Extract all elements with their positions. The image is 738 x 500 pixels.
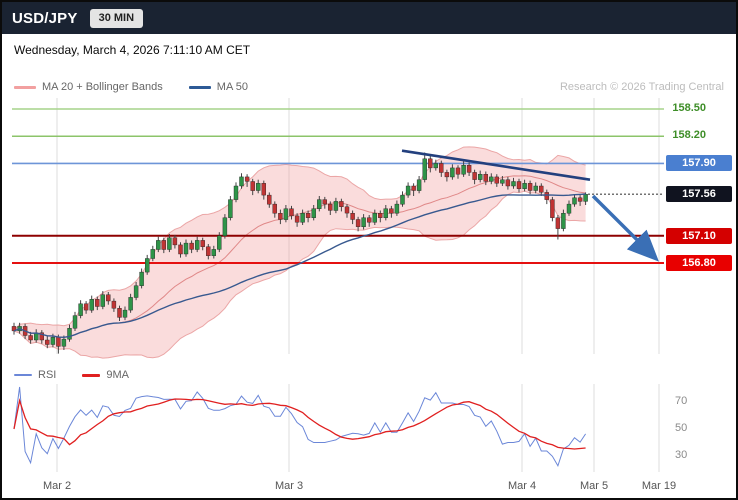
rsi-swatch-icon xyxy=(14,374,32,376)
legend-ma20: MA 20 + Bollinger Bands xyxy=(14,81,163,93)
x-axis-label-mar-5: Mar 5 xyxy=(579,480,609,492)
legend-ma50-label: MA 50 xyxy=(216,81,248,93)
ma50-swatch-icon xyxy=(188,85,211,89)
price-legend: MA 20 + Bollinger Bands MA 50 Research ©… xyxy=(14,81,724,93)
price-level-label-158.50: 158.50 xyxy=(672,102,706,114)
legend-rsi-label: RSI xyxy=(38,369,57,381)
legend-9ma: 9MA xyxy=(82,369,129,381)
copyright-label: Research © 2026 Trading Central xyxy=(559,81,724,93)
price-level-label-156.80: 156.80 xyxy=(666,255,732,271)
x-axis-label-mar-3: Mar 3 xyxy=(274,480,304,492)
price-chart xyxy=(11,98,664,359)
legend-ma50: MA 50 xyxy=(188,81,248,93)
legend-ma20-label: MA 20 + Bollinger Bands xyxy=(42,81,163,93)
rsi-tick-70: 70 xyxy=(675,395,688,407)
price-level-label-158.20: 158.20 xyxy=(672,129,706,141)
datetime-label: Wednesday, March 4, 2026 7:11:10 AM CET xyxy=(14,43,251,57)
symbol-title: USD/JPY xyxy=(12,9,78,27)
titlebar: USD/JPY 30 MIN xyxy=(2,2,736,34)
x-axis-label-mar-2: Mar 2 xyxy=(42,480,72,492)
price-level-label-157.90: 157.90 xyxy=(666,155,732,171)
rsi-legend: RSI 9MA xyxy=(14,369,724,381)
9ma-swatch-icon xyxy=(82,373,101,377)
legend-rsi: RSI xyxy=(14,369,56,381)
timeframe-badge[interactable]: 30 MIN xyxy=(89,8,144,28)
rsi-tick-50: 50 xyxy=(675,422,688,434)
price-level-label-157.56: 157.56 xyxy=(666,186,732,202)
legend-9ma-label: 9MA xyxy=(106,369,129,381)
ma20-swatch-icon xyxy=(14,85,36,89)
rsi-tick-30: 30 xyxy=(675,449,688,461)
x-axis-label-mar-19: Mar 19 xyxy=(641,480,677,492)
x-axis-label-mar-4: Mar 4 xyxy=(507,480,537,492)
price-level-label-157.10: 157.10 xyxy=(666,228,732,244)
rsi-chart xyxy=(13,384,660,472)
